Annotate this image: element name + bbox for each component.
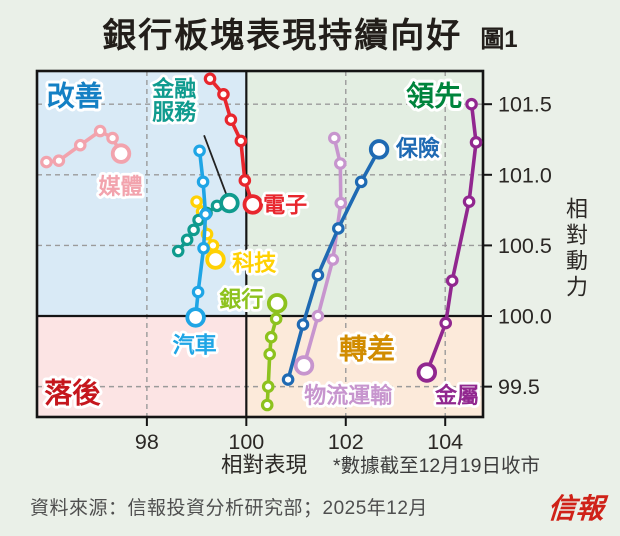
callout-line-financial-services — [203, 134, 229, 198]
series-electronics-point — [217, 88, 230, 101]
y-axis-title: 相對動力 — [563, 197, 588, 301]
series-label-electronics: 電子 — [263, 192, 307, 217]
series-label-insurance: 保險 — [395, 136, 440, 161]
series-autos-point — [196, 175, 210, 189]
series-financial-services-point — [171, 244, 185, 258]
series-autos-point — [199, 208, 212, 221]
series-electronics-point — [224, 113, 238, 127]
hkej-logo: 信報 — [546, 492, 606, 525]
series-banks-point — [260, 398, 274, 412]
x-tick-label: 102 — [328, 430, 364, 454]
series-technology-head-point — [205, 249, 226, 270]
quadrant-label-weakening: 轉差 — [339, 333, 395, 365]
series-autos-point — [197, 241, 210, 255]
series-financial-services-point — [187, 223, 200, 237]
rrg-chart: 98 100 102 104 99.5 100.0 100.5 101.0 101.5 改善 領先落… — [35, 69, 552, 477]
series-logistics-transport-point — [311, 309, 325, 323]
series-label-metals: 金屬 — [434, 383, 479, 408]
x-axis-title: 相對表現 — [221, 453, 307, 477]
series-insurance-point — [281, 373, 295, 386]
series-logistics-transport-point — [328, 131, 341, 145]
series-media-point — [93, 124, 107, 138]
x-tick-label: 100 — [228, 430, 264, 454]
quadrant-rect-improving — [37, 71, 247, 317]
series-label-banks: 銀行 — [219, 287, 263, 312]
footnote: *數據截至12月19日收市 — [333, 455, 540, 477]
series-label-technology: 科技 — [232, 250, 277, 275]
series-media-head-point — [110, 143, 132, 164]
series-metals-point — [439, 316, 453, 330]
series-electronics-point — [234, 134, 248, 148]
quadrant-label-leading: 領先 — [406, 80, 462, 112]
quadrant-rect-leading — [246, 71, 483, 317]
series-autos-head-point — [185, 307, 206, 328]
x-tick-label: 98 — [135, 430, 159, 454]
quadrant-label-improving: 改善 — [47, 81, 103, 112]
quadrant-label-lagging: 落後 — [44, 377, 101, 408]
y-tick-label: 100.0 — [498, 305, 552, 329]
series-insurance-head-point — [368, 139, 390, 160]
series-electronics-point — [203, 72, 217, 86]
y-tick-label: 100.5 — [498, 234, 552, 258]
series-financial-services-point — [180, 233, 194, 247]
y-tick-label: 99.5 — [498, 375, 540, 399]
figure-number: 圖1 — [480, 26, 518, 53]
series-insurance-point — [311, 268, 325, 282]
figure-title-row: 銀行板塊表現持續向好 圖1 — [0, 8, 620, 57]
series-banks-point — [261, 380, 275, 393]
series-label-financial-services: 金融服務 — [151, 76, 197, 124]
series-logistics-transport-point — [326, 253, 340, 266]
series-banks-point — [263, 347, 276, 361]
y-tick-label: 101.5 — [498, 93, 552, 117]
series-insurance-point — [296, 318, 310, 331]
series-label-media: 媒體 — [99, 174, 143, 199]
series-metals-head-point — [416, 362, 438, 383]
series-financial-services-head-point — [219, 192, 240, 214]
series-label-autos: 汽車 — [173, 332, 217, 357]
quadrant-rect-lagging — [37, 316, 247, 417]
series-banks-head-point — [266, 293, 288, 314]
series-electronics-point — [238, 174, 252, 187]
plot-border — [35, 69, 485, 419]
y-tick-label: 101.0 — [498, 163, 552, 187]
series-metals-point — [462, 195, 476, 208]
series-logistics-transport-head-point — [293, 355, 315, 376]
series-metals-point — [465, 97, 478, 111]
series-media-point — [106, 131, 119, 145]
series-logistics-transport-point — [334, 196, 348, 210]
series-banks-point — [264, 330, 278, 344]
series-media-point — [73, 138, 87, 152]
series-media-point — [40, 155, 53, 169]
series-metals-line — [425, 102, 478, 375]
series-metals-point — [469, 136, 483, 149]
series-logistics-transport-point — [333, 157, 347, 170]
series-insurance-point — [354, 175, 368, 189]
source-text: 資料來源：信報投資分析研究部；2025年12月 — [30, 498, 428, 519]
chart-layers: 98 100 102 104 99.5 100.0 100.5 101.0 101.5 改善 領先落… — [35, 69, 552, 454]
series-autos-point — [191, 285, 205, 299]
series-banks-point — [269, 312, 283, 326]
x-tick-label: 104 — [427, 430, 463, 454]
series-insurance-point — [332, 222, 345, 235]
series-metals-point — [445, 274, 459, 288]
series-technology-point — [190, 195, 203, 208]
figure-title: 銀行板塊表現持續向好 — [102, 17, 463, 55]
series-label-logistics-transport: 物流運輸 — [304, 383, 393, 408]
series-media-point — [52, 154, 66, 167]
series-electronics-head-point — [242, 194, 263, 215]
series-autos-point — [193, 144, 206, 158]
